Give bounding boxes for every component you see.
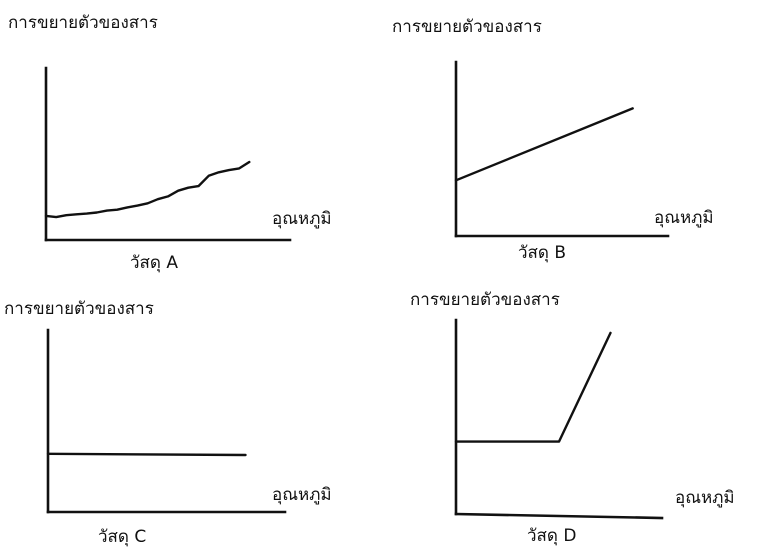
panel-b-caption: วัสดุ B	[518, 243, 566, 263]
panel-b-ylabel: การขยายตัวของสาร	[392, 17, 542, 37]
panel-c-caption: วัสดุ C	[98, 527, 146, 547]
panel-c-xlabel: อุณหภูมิ	[272, 485, 332, 505]
panel-a-series-line	[44, 160, 251, 219]
panel-b-series-line	[454, 107, 634, 182]
panel-a: การขยายตัวของสาร อุณหภูมิ วัสดุ A	[8, 13, 332, 273]
panel-b-xlabel: อุณหภูมิ	[654, 208, 714, 228]
panel-d-xlabel: อุณหภูมิ	[675, 488, 735, 508]
panel-d: การขยายตัวของสาร อุณหภูมิ วัสดุ D	[410, 290, 735, 546]
panel-d-x-axis	[454, 512, 664, 520]
panel-c-series-line	[46, 452, 247, 457]
panel-d-series-line	[454, 331, 612, 443]
panel-d-ylabel: การขยายตัวของสาร	[410, 290, 560, 310]
panel-a-xlabel: อุณหภูมิ	[272, 209, 332, 229]
panel-c-ylabel: การขยายตัวของสาร	[4, 299, 154, 319]
panel-a-caption: วัสดุ A	[130, 253, 178, 273]
panel-b: การขยายตัวของสาร อุณหภูมิ วัสดุ B	[392, 17, 714, 263]
panel-c: การขยายตัวของสาร อุณหภูมิ วัสดุ C	[4, 299, 332, 547]
panel-d-caption: วัสดุ D	[527, 526, 576, 546]
panel-a-ylabel: การขยายตัวของสาร	[8, 13, 158, 33]
